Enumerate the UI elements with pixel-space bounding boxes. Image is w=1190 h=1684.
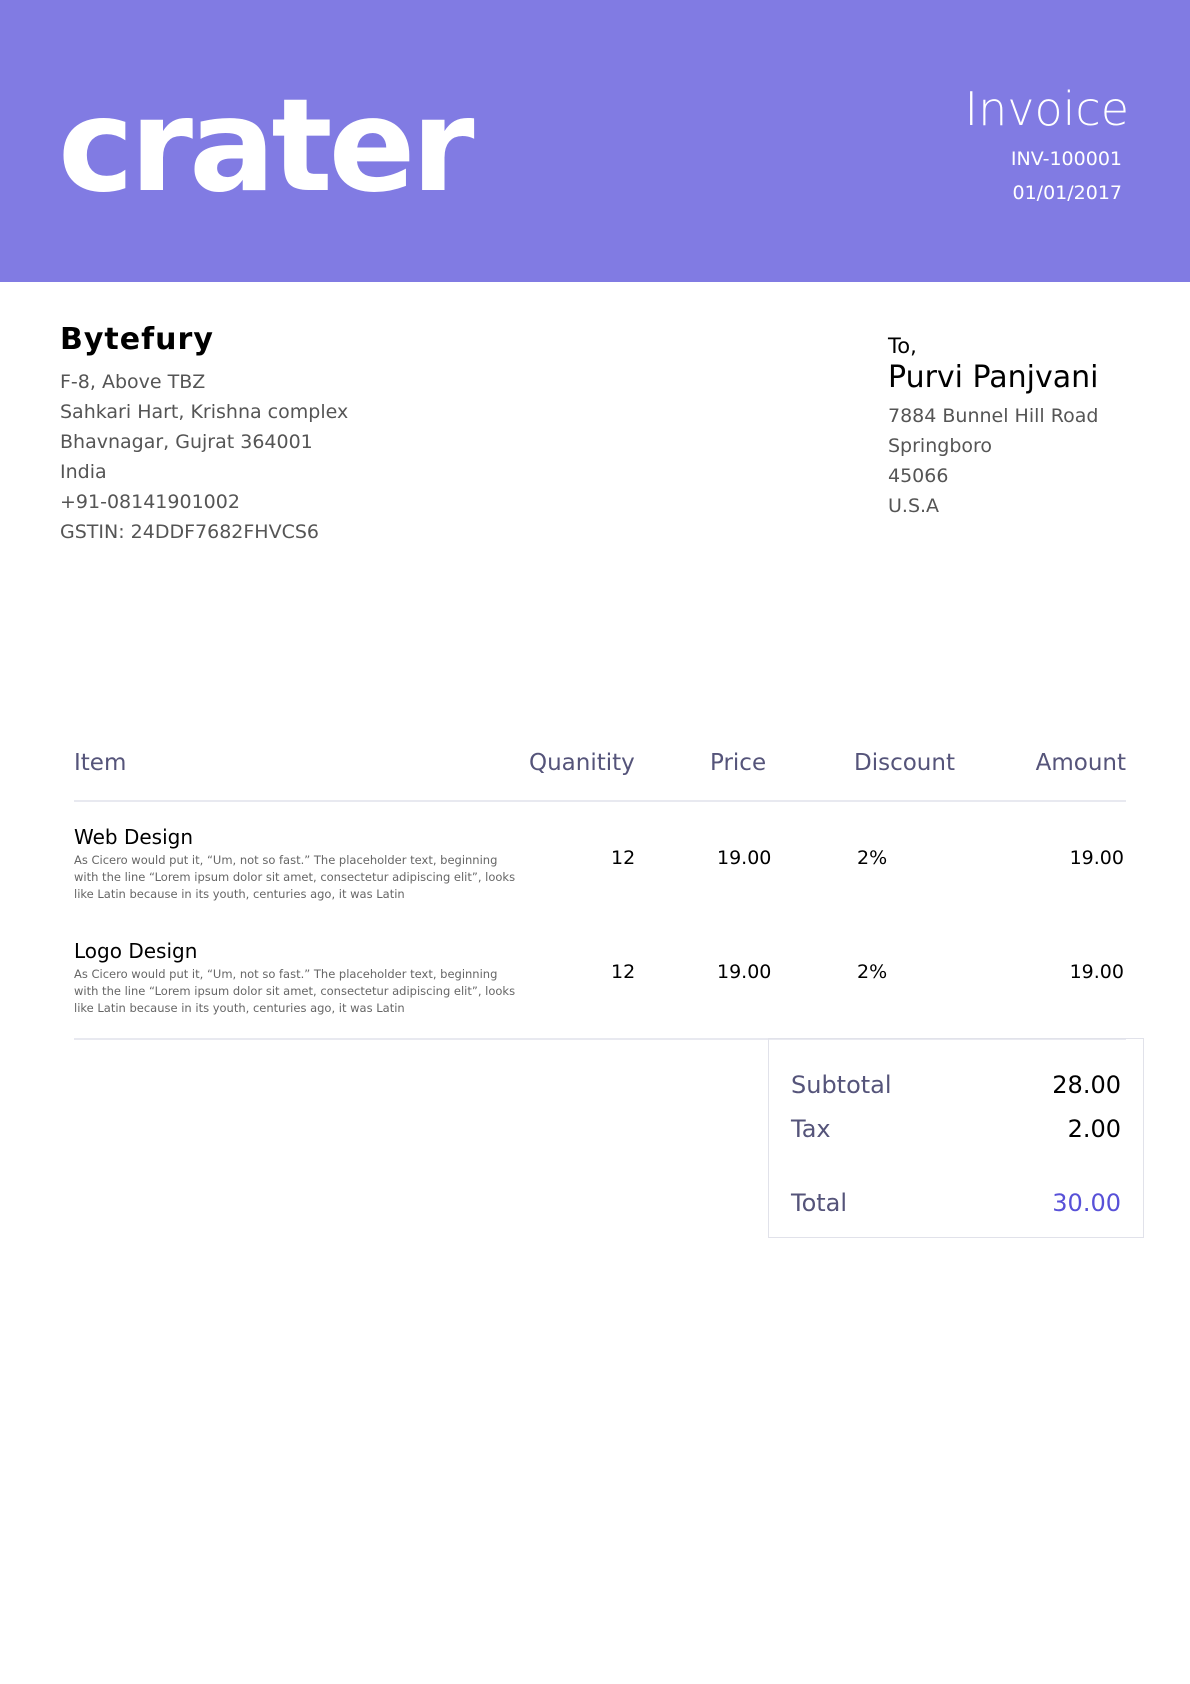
item-quantity: 12: [611, 961, 636, 983]
tax-label: Tax: [791, 1115, 831, 1143]
company-phone: +91-08141901002: [60, 491, 240, 513]
company-address-line: F-8, Above TBZ: [60, 371, 206, 393]
header-divider: [74, 800, 1126, 802]
tax-value: 2.00: [1067, 1115, 1121, 1143]
item-amount: 19.00: [1069, 961, 1124, 983]
header-quantity: Quanitity: [529, 750, 635, 776]
svg-text:crater: crater: [58, 84, 474, 194]
item-quantity: 12: [611, 847, 636, 869]
invoice-date: 01/01/2017: [1012, 182, 1122, 204]
company-address-line: Bhavnagar, Gujrat 364001: [60, 431, 313, 453]
to-label: To,: [888, 334, 917, 358]
subtotal-label: Subtotal: [791, 1071, 892, 1099]
item-price: 19.00: [717, 961, 772, 983]
customer-name: Purvi Panjvani: [888, 360, 1099, 395]
total-value: 30.00: [1052, 1189, 1121, 1217]
invoice-header: crater Invoice INV-100001 01/01/2017: [0, 0, 1190, 282]
billing-address-line: Springboro: [888, 435, 993, 457]
item-name: Logo Design: [74, 939, 198, 963]
header-discount: Discount: [854, 750, 955, 776]
subtotal-value: 28.00: [1052, 1071, 1121, 1099]
billing-info: To, Purvi Panjvani 7884 Bunnel Hill Road…: [888, 334, 1099, 521]
billing-country: U.S.A: [888, 495, 940, 517]
item-discount: 2%: [857, 847, 888, 869]
header-amount: Amount: [1035, 750, 1126, 776]
invoice-title: Invoice: [964, 82, 1129, 136]
billing-address-line: 45066: [888, 465, 949, 487]
billing-address-line: 7884 Bunnel Hill Road: [888, 405, 1099, 427]
crater-logo: crater: [58, 84, 478, 194]
table-row: Logo Design As Cicero would put it, “Um,…: [74, 939, 1126, 1049]
invoice-number: INV-100001: [1010, 148, 1122, 170]
totals-box: Subtotal 28.00 Tax 2.00 Total 30.00: [768, 1038, 1144, 1238]
table-bottom-divider: [74, 1038, 1126, 1040]
header-item: Item: [74, 750, 127, 776]
company-gstin: GSTIN: 24DDF7682FHVCS6: [60, 521, 319, 543]
item-discount: 2%: [857, 961, 888, 983]
company-country: India: [60, 461, 107, 483]
company-address-line: Sahkari Hart, Krishna complex: [60, 401, 349, 423]
item-price: 19.00: [717, 847, 772, 869]
item-amount: 19.00: [1069, 847, 1124, 869]
item-description: As Cicero would put it, “Um, not so fast…: [74, 967, 516, 1015]
item-name: Web Design: [74, 825, 194, 849]
table-row: Web Design As Cicero would put it, “Um, …: [74, 825, 1126, 935]
company-name: Bytefury: [60, 322, 214, 357]
item-description: As Cicero would put it, “Um, not so fast…: [74, 853, 516, 901]
company-info: Bytefury F-8, Above TBZ Sahkari Hart, Kr…: [60, 322, 348, 547]
header-price: Price: [710, 750, 767, 776]
total-label: Total: [791, 1189, 848, 1217]
